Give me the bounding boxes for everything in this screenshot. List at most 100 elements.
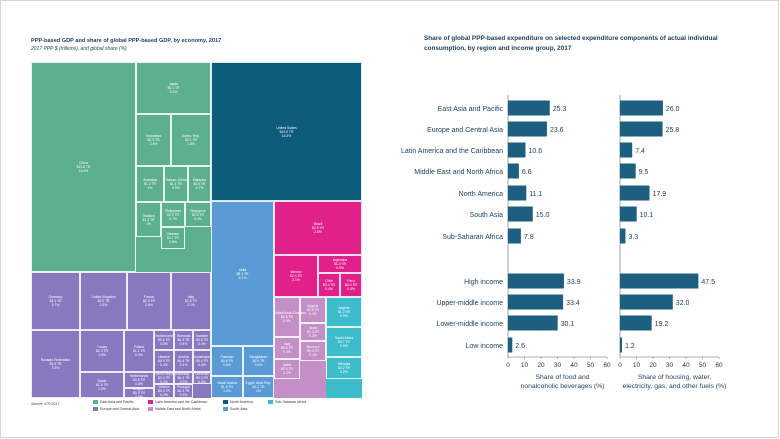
legend-label: Latin America and the Caribbean [155, 400, 208, 404]
treemap-cell-name: China [79, 161, 88, 165]
treemap-cell-label: Israel $0.3 TR 0.3% [300, 326, 326, 339]
x-tick-label: 30 [554, 362, 562, 369]
treemap-cell-share: 0.9% [336, 266, 344, 271]
bar [508, 206, 533, 222]
treemap-cell-value: $0.5 TR [158, 359, 170, 364]
legend-label: North America [230, 400, 253, 404]
treemap-cell-value: $2.9 TR [147, 138, 160, 143]
treemap-cell-border [211, 201, 274, 346]
treemap-cell-label: Austria $0.4 TR 0.4% [174, 355, 193, 368]
treemap-cell-border [154, 372, 174, 384]
treemap-cell-share: 1.5% [98, 387, 106, 392]
treemap-cell-name: Kazakhstan [193, 355, 211, 359]
treemap-cell-name: Japan [168, 82, 179, 86]
treemap-cell-value: $0.3 TR [307, 349, 319, 354]
treemap-cell-value: $0.4 TR [345, 283, 357, 288]
treemap-cell-share: 0.2% [160, 393, 168, 398]
x-tick-label: 60 [603, 362, 611, 369]
treemap-cell-border [340, 273, 362, 297]
category-label: Upper-middle income [436, 300, 503, 307]
treemap-cell-name: Nigeria [338, 306, 350, 310]
treemap-cell-border [174, 372, 193, 384]
treemap-cell-name: Peru [347, 279, 355, 283]
treemap-cell-value: $0.3 TR [177, 376, 190, 381]
treemap-cell-label: Ethiopia $0.2 TR 0.2% [326, 362, 362, 375]
treemap-cell-share: 0.7% [195, 186, 204, 191]
bar-value-label: 23.6 [550, 127, 564, 134]
bar-value-label: 2.6 [515, 343, 525, 350]
legend-item: Middle East and North Africa [148, 407, 201, 411]
bar [620, 206, 637, 222]
treemap-cell-label: Romania $0.5 TR 0.4% [174, 334, 193, 347]
treemap-cell-border [127, 272, 171, 330]
treemap-cell-value: $0.3 TR [196, 376, 208, 381]
treemap-cell-share: 0.4% [160, 363, 168, 368]
treemap-cell-label: India $8.1 TR 6.7% [211, 268, 274, 281]
treemap-cell-value: $1.1 TR [170, 182, 182, 187]
legend-swatch [223, 400, 228, 404]
treemap-cell-border [80, 272, 127, 330]
bar [620, 228, 626, 244]
legend-swatch [93, 400, 98, 404]
treemap-cell-value: $3.0 TR [97, 299, 110, 304]
treemap-cell-label: Ukraine $0.5 TR 0.4% [154, 355, 174, 368]
bar [620, 142, 633, 158]
treemap-cell-border [171, 272, 211, 330]
bar [508, 121, 547, 137]
treemap-cell-border [154, 384, 174, 398]
x-tick-label: 40 [570, 362, 578, 369]
treemap-cell-name: Thailand [141, 213, 155, 218]
treemap-cell-name: Pakistan [220, 355, 234, 359]
treemap-cell-value: $1.2 TR [142, 217, 155, 222]
treemap-cell-label: United Kingdom $3.0 TR 2.5% [80, 295, 127, 308]
treemap-cell-value: $0.2 TR [338, 366, 350, 371]
treemap-cell-share: 3.3% [51, 366, 60, 371]
treemap-cell-name: Norway [177, 372, 190, 376]
treemap-cell-value: $0.3 TR [177, 389, 190, 394]
treemap-legend: East Asia and Pacific Europe and Central … [93, 400, 363, 414]
treemap-cell-border [174, 350, 193, 372]
treemap-cell-border [124, 372, 154, 388]
treemap-cell-border [211, 376, 243, 398]
treemap-cell-name: Belgium [132, 387, 146, 391]
treemap-cell-name: Egypt, Arab Rep. [245, 381, 272, 385]
treemap-cell-border [154, 330, 174, 350]
bar [508, 228, 521, 244]
legend-swatch [93, 407, 98, 411]
treemap-cell-label: Greece $0.3 TR 0.2% [154, 385, 174, 398]
treemap-cell-share: 0.8% [135, 382, 143, 387]
treemap-cell-share: 0.9% [135, 353, 143, 358]
treemap-cell-share: 0.4% [194, 216, 202, 221]
treemap-cell-value: $1.6 TR [221, 385, 233, 390]
treemap-cell-share: 0.4% [179, 342, 188, 347]
treemap-cell-name: Netherlands [129, 374, 149, 378]
treemap-cell-value: $0.3 TR [158, 389, 170, 394]
treemap-cell-name: Mexico [290, 270, 302, 274]
treemap-cell-share: 1% [256, 389, 261, 394]
treemap-region-block [326, 297, 362, 398]
treemap-cell-name: Iraq [284, 342, 290, 346]
treemap-cell-value: $1.2 TR [252, 385, 265, 390]
bar-value-label: 25.3 [553, 106, 567, 113]
treemap-cell-name: Poland [133, 345, 145, 349]
treemap-cell-name: Germany [48, 295, 63, 299]
treemap-cell-border [136, 114, 171, 166]
treemap-cell-share: 0.5% [160, 342, 168, 347]
treemap-cell-share: 0.4% [198, 342, 206, 347]
treemap-cell-label: Denmark $0.3 TR 0.3% [193, 372, 211, 385]
source-note: Source: ICP 2017 [31, 402, 60, 406]
treemap-cell-border [300, 341, 326, 361]
treemap-cell-label: Indonesia $2.9 TR 2.4% [136, 134, 171, 147]
treemap-cell-border [164, 166, 188, 202]
treemap-cell-border [318, 255, 362, 273]
treemap-cell-name: Romania [176, 334, 191, 338]
treemap-cell-label: Vietnam $0.7 TR 0.6% [161, 232, 185, 245]
treemap-cell-label: Algeria $0.5 TR 0.4% [300, 304, 326, 317]
treemap-cell-border [124, 330, 154, 372]
legend-label: Europe and Central Asia [100, 407, 139, 411]
treemap-cell-label: Australia $1.2 TR 1% [136, 178, 164, 191]
treemap-cell-name: Vietnam [166, 232, 180, 236]
bar-value-label: 3.3 [628, 234, 638, 241]
treemap-cell-border [161, 227, 185, 249]
treemap-cell-label: Korea, Rep. $2.1 TR 1.8% [171, 134, 211, 147]
